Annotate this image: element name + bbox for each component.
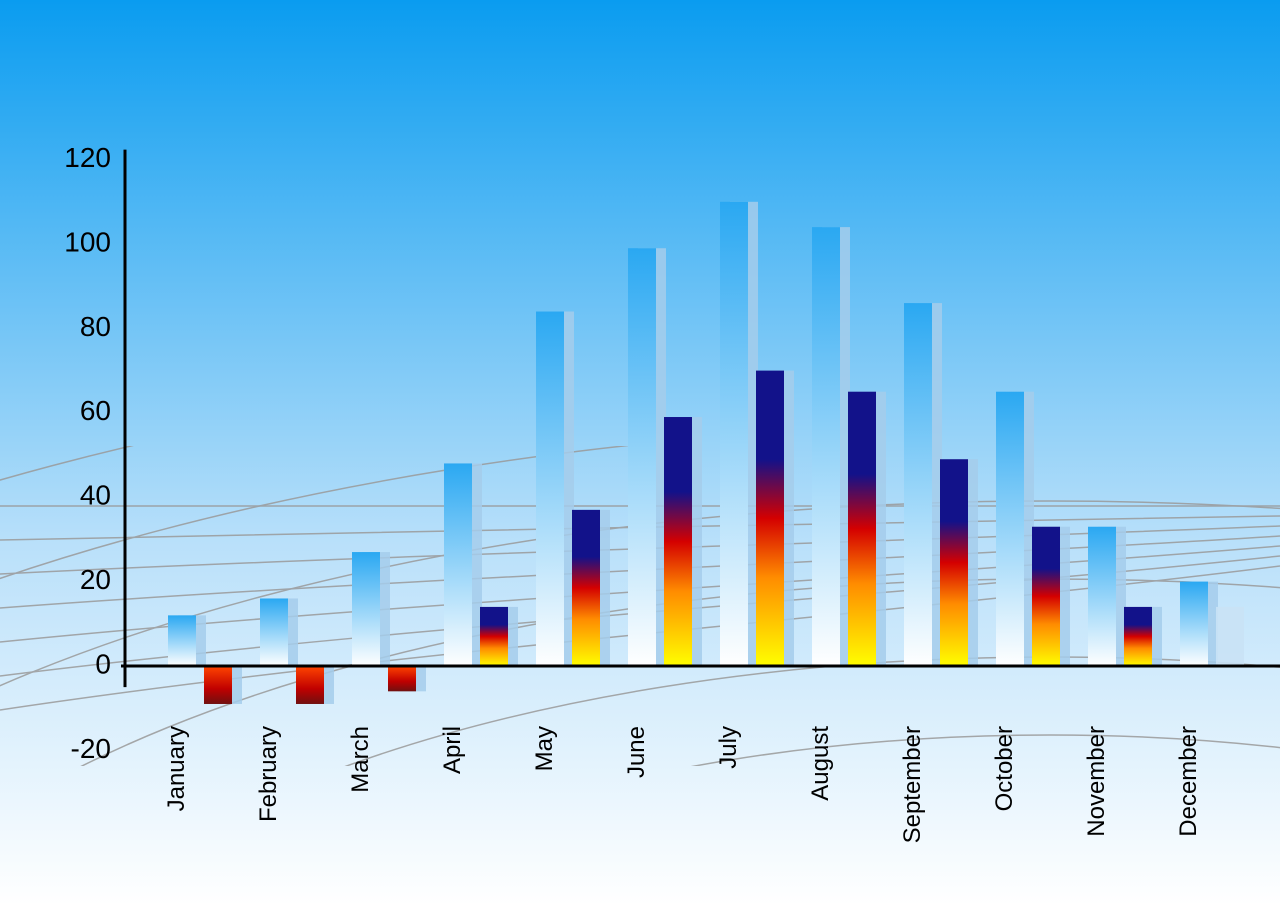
y-tick-label: 0 [95, 648, 111, 679]
chart-container: { "chart": { "type": "bar", "width": 128… [0, 0, 1280, 905]
bar-series-b [572, 510, 600, 666]
x-category-label: September [899, 726, 926, 843]
x-category-label: May [531, 726, 558, 771]
chart-svg: -20 0 20 40 60 80 100 120 January February March Ap… [0, 0, 1280, 905]
bar-series-b [940, 459, 968, 666]
y-tick-label: -20 [71, 733, 111, 764]
bar-series-a [812, 227, 840, 666]
x-category-label: January [163, 726, 190, 811]
x-category-label: October [991, 726, 1018, 811]
bar-series-b-neg [388, 666, 416, 691]
bar-series-b-neg [296, 666, 324, 704]
bar-series-a [1088, 527, 1116, 666]
x-category-label: April [439, 726, 466, 774]
bar-series-a [628, 248, 656, 666]
bar-series-a [996, 392, 1024, 666]
bar-series-a [168, 615, 196, 666]
bar-series-b-neg [204, 666, 232, 704]
y-tick-label: 120 [64, 142, 111, 173]
y-tick-label: 20 [80, 564, 111, 595]
x-category-label: February [255, 726, 282, 822]
y-tick-label: 40 [80, 480, 111, 511]
bar-shadow-placeholder [1216, 607, 1244, 666]
x-category-label: July [715, 726, 742, 769]
bar-series-a [536, 312, 564, 666]
bar-series-a [260, 598, 288, 666]
bar-series-a [1180, 582, 1208, 666]
bar-series-b [1124, 607, 1152, 666]
bar-series-a [352, 552, 380, 666]
bar-series-b [664, 417, 692, 666]
x-category-label: August [807, 726, 834, 801]
x-category-label: December [1175, 726, 1202, 837]
x-category-label: November [1083, 726, 1110, 837]
x-category-label: June [623, 726, 650, 778]
bar-series-b [848, 392, 876, 666]
y-tick-label: 100 [64, 226, 111, 257]
x-category-label: March [347, 726, 374, 793]
bar-series-a [720, 202, 748, 666]
bar-series-b [1032, 527, 1060, 666]
bar-series-a [444, 463, 472, 666]
bar-series-b [756, 371, 784, 666]
bar-series-a [904, 303, 932, 666]
y-tick-label: 60 [80, 395, 111, 426]
bar-series-b [480, 607, 508, 666]
y-tick-label: 80 [80, 311, 111, 342]
